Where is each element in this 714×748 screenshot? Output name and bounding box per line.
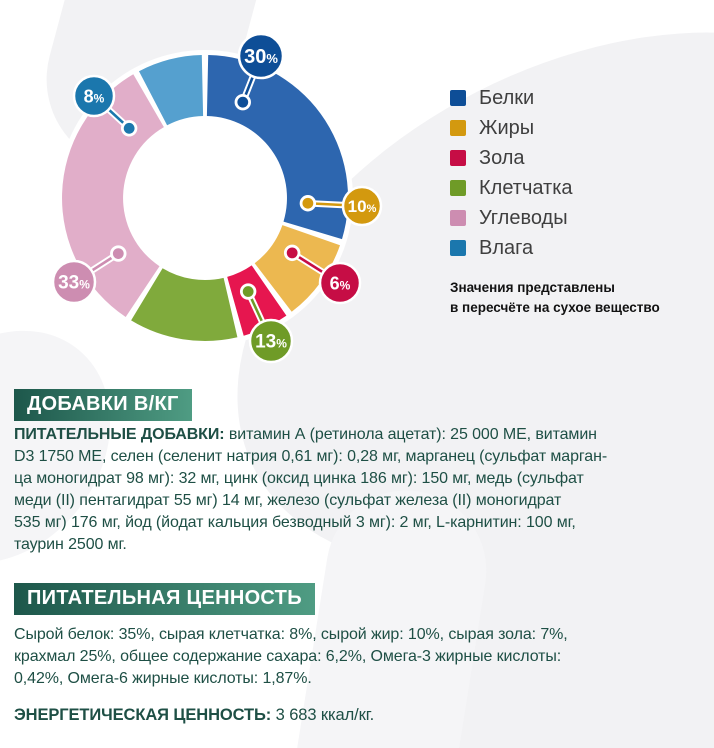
legend-label: Клетчатка xyxy=(479,176,573,199)
legend-item: Зола xyxy=(450,146,573,169)
legend-swatch xyxy=(450,119,466,136)
nutrition-text: Сырой белок: 35%, сырая клетчатка: 8%, с… xyxy=(14,626,568,687)
svg-text:33%: 33% xyxy=(58,273,90,294)
legend-swatch xyxy=(450,89,466,106)
energy-value: 3 683 ккал/кг. xyxy=(275,706,375,724)
additives-paragraph: ПИТАТЕЛЬНЫЕ ДОБАВКИ: витамин А (ретинола… xyxy=(14,424,710,556)
legend-label: Углеводы xyxy=(479,206,568,229)
legend-label: Влага xyxy=(479,236,534,259)
legend-swatch xyxy=(450,149,466,166)
section-header-nutrition: ПИТАТЕЛЬНАЯ ЦЕННОСТЬ xyxy=(14,583,315,615)
svg-text:8%: 8% xyxy=(84,86,105,106)
legend-label: Белки xyxy=(479,86,535,109)
additives-lead-label: ПИТАТЕЛЬНЫЕ ДОБАВКИ: xyxy=(14,426,225,443)
legend-item: Углеводы xyxy=(450,206,573,229)
energy-line: ЭНЕРГЕТИЧЕСКАЯ ЦЕННОСТЬ: 3 683 ккал/кг. xyxy=(14,706,374,725)
legend-note: Значения представлены в пересчёте на сух… xyxy=(450,280,660,315)
legend-label: Жиры xyxy=(479,116,535,139)
svg-text:30%: 30% xyxy=(244,46,278,68)
legend-item: Жиры xyxy=(450,116,573,139)
legend-item: Белки xyxy=(450,86,573,109)
energy-label: ЭНЕРГЕТИЧЕСКАЯ ЦЕННОСТЬ: xyxy=(14,706,272,724)
legend-swatch xyxy=(450,239,466,256)
legend-swatch xyxy=(450,209,466,226)
legend-item: Клетчатка xyxy=(450,176,573,199)
legend-item: Влага xyxy=(450,236,573,259)
additives-text: витамин А (ретинола ацетат): 25 000 МЕ, … xyxy=(14,426,608,553)
legend-swatch xyxy=(450,179,466,196)
nutrition-paragraph: Сырой белок: 35%, сырая клетчатка: 8%, с… xyxy=(14,624,710,690)
svg-text:6%: 6% xyxy=(330,273,351,293)
legend-label: Зола xyxy=(479,146,525,169)
svg-text:13%: 13% xyxy=(255,332,287,353)
donut-chart: 30%10%6%13%33%8% xyxy=(51,32,383,364)
chart-legend: Белки Жиры Зола Клетчатка Углеводы Влага xyxy=(450,88,573,268)
section-header-additives: ДОБАВКИ В/КГ xyxy=(14,389,192,421)
